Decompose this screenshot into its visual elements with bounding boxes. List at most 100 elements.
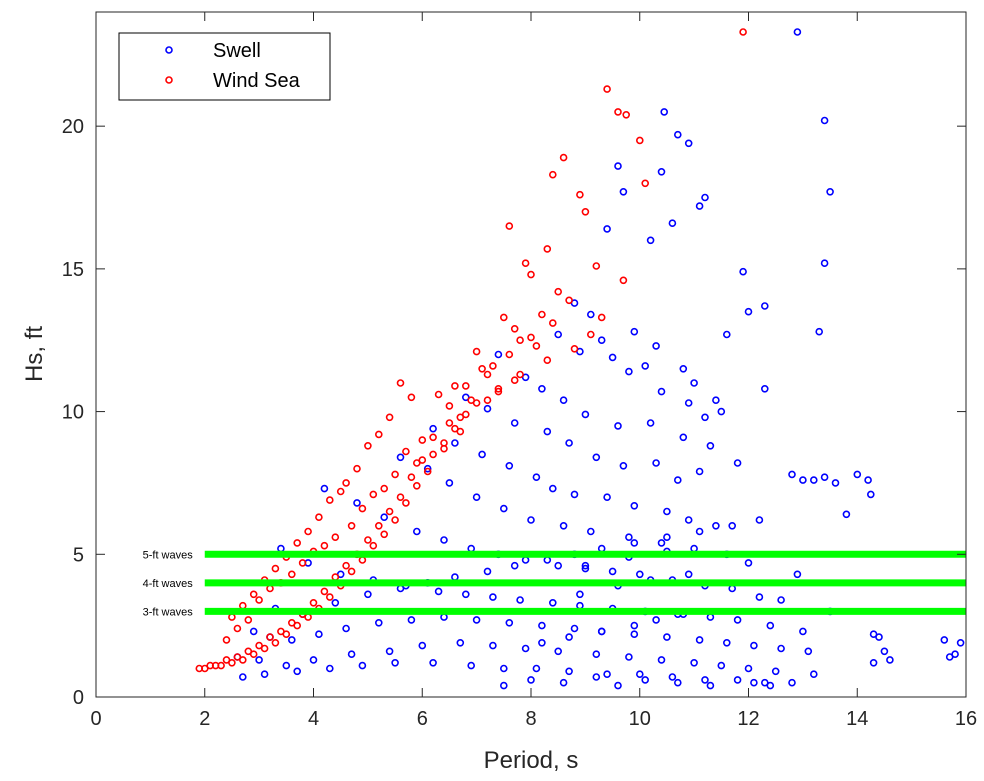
point-swell (532, 664, 541, 673)
point-wind-sea (309, 598, 318, 607)
point-wind-sea (412, 459, 421, 467)
point-swell (407, 616, 416, 624)
point-wind-sea (434, 390, 443, 399)
point-swell (668, 673, 677, 681)
point-wind-sea (554, 287, 563, 296)
point-swell (391, 658, 399, 667)
legend: Swell Wind Sea (118, 32, 331, 101)
point-wind-sea (298, 559, 307, 567)
point-wind-sea (402, 499, 410, 507)
point-swell (657, 387, 666, 396)
point-swell (733, 459, 742, 467)
point-swell (559, 521, 568, 530)
point-swell (505, 618, 514, 627)
point-wind-sea (282, 630, 291, 639)
point-swell (755, 593, 764, 601)
point-swell (619, 461, 628, 470)
point-swell (869, 658, 878, 667)
point-swell (374, 618, 383, 627)
point-wind-sea (510, 376, 519, 385)
point-swell (722, 638, 731, 647)
point-swell (315, 630, 323, 639)
point-swell (635, 670, 644, 679)
point-swell (646, 419, 655, 427)
point-wind-sea (635, 136, 644, 145)
legend-marker-swell (165, 46, 173, 54)
point-wind-sea (407, 393, 416, 402)
point-swell (608, 353, 617, 362)
point-wind-sea (527, 270, 535, 279)
y-tick-label: 20 (62, 116, 84, 138)
point-swell (260, 670, 269, 679)
point-swell (760, 384, 769, 393)
point-wind-sea (418, 456, 427, 464)
point-swell (630, 327, 639, 336)
x-tick-label: 2 (199, 708, 210, 730)
point-swell (472, 616, 481, 624)
point-wind-sea (195, 664, 204, 673)
point-wind-sea (461, 410, 470, 419)
point-swell (423, 464, 432, 473)
point-wind-sea (358, 504, 367, 513)
point-swell (456, 638, 465, 647)
point-wind-sea (456, 427, 465, 436)
point-swell (712, 521, 720, 530)
point-wind-sea (499, 313, 508, 322)
point-swell (287, 636, 296, 644)
point-swell (660, 108, 669, 116)
point-swell (630, 501, 639, 510)
point-wind-sea (548, 170, 557, 179)
point-swell (597, 336, 606, 345)
point-swell (712, 396, 720, 405)
reference-label-5-ft-waves: 5-ft waves (143, 549, 194, 561)
point-wind-sea (521, 259, 530, 268)
point-swell (866, 490, 875, 499)
point-swell (565, 439, 573, 447)
point-swell (554, 561, 563, 570)
point-swell (255, 656, 263, 664)
point-swell (505, 461, 514, 470)
point-swell (809, 476, 818, 484)
point-swell (766, 621, 775, 630)
point-swell (581, 564, 590, 573)
point-swell (625, 533, 633, 542)
point-swell (483, 567, 492, 576)
point-swell (614, 162, 622, 170)
point-wind-sea (402, 447, 410, 456)
point-swell (788, 470, 796, 479)
point-swell (565, 667, 573, 676)
point-swell (554, 330, 563, 339)
point-wind-sea (255, 641, 263, 650)
point-wind-sea (228, 658, 236, 667)
point-swell (499, 504, 508, 513)
point-swell (652, 616, 660, 624)
reference-label-4-ft-waves: 4-ft waves (143, 578, 194, 590)
point-swell (788, 678, 796, 687)
point-wind-sea (244, 616, 253, 624)
point-swell (652, 459, 660, 467)
point-swell (744, 664, 753, 673)
point-swell (608, 567, 617, 576)
point-swell (358, 661, 367, 670)
point-swell (809, 670, 818, 679)
point-swell (684, 570, 693, 579)
point-wind-sea (597, 313, 606, 322)
point-swell (864, 476, 872, 484)
point-swell (353, 499, 361, 507)
point-wind-sea (586, 330, 595, 339)
point-wind-sea (293, 621, 302, 630)
point-wind-sea (222, 636, 231, 644)
point-swell (744, 559, 753, 567)
point-swell (760, 302, 769, 310)
point-wind-sea (445, 402, 454, 410)
point-wind-sea (271, 638, 280, 647)
point-swell (733, 676, 742, 684)
point-swell (630, 630, 639, 639)
point-swell (657, 539, 666, 547)
point-swell (614, 422, 622, 430)
point-swell (701, 676, 709, 684)
point-swell (733, 616, 742, 624)
point-wind-sea (494, 387, 503, 396)
point-wind-sea (739, 28, 747, 36)
